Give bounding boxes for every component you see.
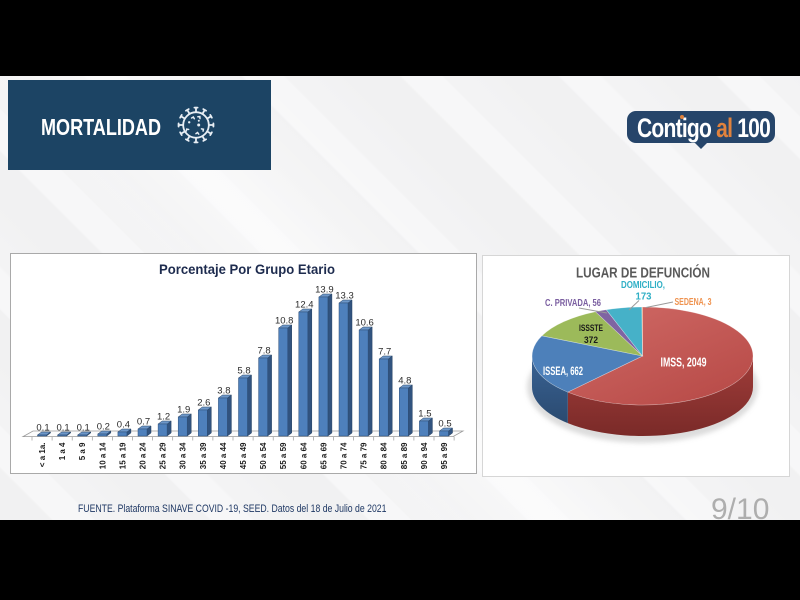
svg-text:25 a 29: 25 a 29	[159, 442, 168, 469]
svg-text:10.6: 10.6	[355, 318, 374, 329]
svg-text:90 a 94: 90 a 94	[420, 442, 429, 469]
svg-text:1.2: 1.2	[157, 412, 170, 423]
svg-text:85 a 89: 85 a 89	[400, 442, 409, 469]
svg-text:372: 372	[584, 335, 598, 346]
svg-text:7.8: 7.8	[257, 346, 270, 357]
svg-text:13.3: 13.3	[335, 291, 354, 302]
svg-text:40 a 44: 40 a 44	[219, 442, 228, 469]
svg-text:Porcentaje Por Grupo Etario: Porcentaje Por Grupo Etario	[159, 261, 335, 277]
svg-text:75 a 79: 75 a 79	[360, 442, 369, 469]
svg-text:65 a 69: 65 a 69	[319, 442, 328, 469]
svg-text:173: 173	[636, 291, 652, 303]
svg-text:10 a 14: 10 a 14	[98, 442, 107, 469]
svg-text:1 a 4: 1 a 4	[58, 442, 67, 460]
svg-text:ISSEA, 662: ISSEA, 662	[543, 364, 583, 378]
svg-text:30 a 34: 30 a 34	[179, 442, 188, 469]
svg-text:0.5: 0.5	[438, 419, 451, 430]
svg-text:70 a 74: 70 a 74	[340, 442, 349, 469]
svg-text:ISSSTE: ISSSTE	[579, 323, 603, 334]
svg-text:95 a 99: 95 a 99	[440, 442, 449, 469]
svg-text:13.9: 13.9	[315, 285, 334, 296]
svg-text:50 a 54: 50 a 54	[259, 442, 268, 469]
svg-text:80 a 84: 80 a 84	[380, 442, 389, 469]
svg-text:35 a 39: 35 a 39	[199, 442, 208, 469]
svg-text:0.1: 0.1	[77, 423, 90, 434]
svg-text:1.5: 1.5	[418, 409, 431, 420]
svg-text:60 a 64: 60 a 64	[299, 442, 308, 469]
svg-text:10.8: 10.8	[275, 316, 294, 327]
svg-text:7.7: 7.7	[378, 347, 391, 358]
svg-text:1.9: 1.9	[177, 405, 190, 416]
svg-text:DOMICILIO,: DOMICILIO,	[621, 279, 665, 291]
svg-text:4.8: 4.8	[398, 376, 411, 387]
svg-text:3.8: 3.8	[217, 386, 230, 397]
svg-text:< a 1a.: < a 1a.	[38, 443, 47, 468]
svg-text:IMSS, 2049: IMSS, 2049	[661, 356, 707, 370]
svg-text:0.1: 0.1	[56, 423, 69, 434]
svg-text:0.2: 0.2	[97, 422, 110, 433]
svg-text:12.4: 12.4	[295, 300, 314, 311]
svg-text:5 a 9: 5 a 9	[78, 442, 87, 460]
svg-text:2.6: 2.6	[197, 398, 210, 409]
svg-text:LUGAR DE DEFUNCIÓN: LUGAR DE DEFUNCIÓN	[576, 264, 710, 282]
svg-text:15 a 19: 15 a 19	[118, 442, 127, 469]
svg-text:45 a 49: 45 a 49	[239, 442, 248, 469]
svg-text:5.8: 5.8	[237, 366, 250, 377]
svg-text:0.7: 0.7	[137, 417, 150, 428]
svg-text:SEDENA, 3: SEDENA, 3	[675, 296, 712, 308]
svg-text:0.1: 0.1	[36, 423, 49, 434]
svg-text:0.4: 0.4	[117, 420, 130, 431]
svg-text:55 a 59: 55 a 59	[279, 442, 288, 469]
svg-text:20 a 24: 20 a 24	[139, 442, 148, 469]
svg-text:C. PRIVADA, 56: C. PRIVADA, 56	[545, 297, 601, 309]
